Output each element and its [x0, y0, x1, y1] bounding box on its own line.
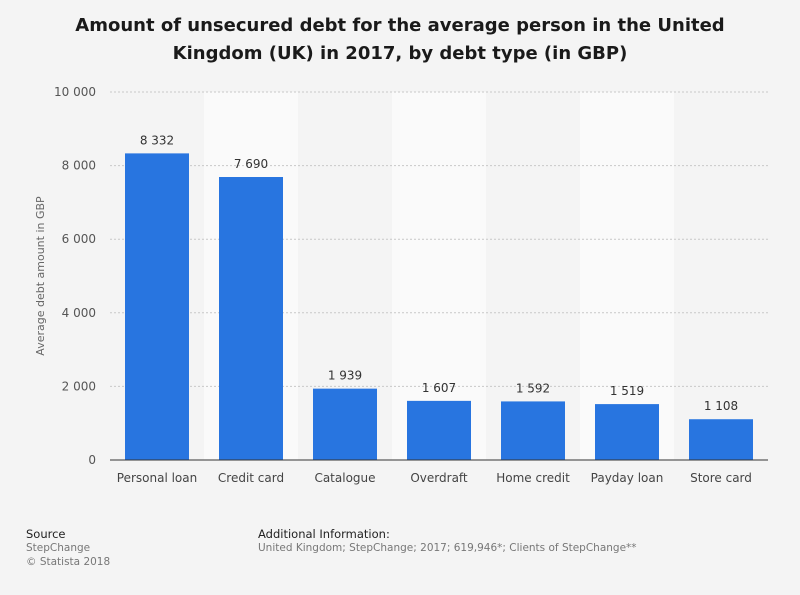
value-labels: 8 332 7 690 1 939 1 607 1 592 1 519 1 108 — [140, 133, 738, 413]
x-tick-label: Store card — [690, 471, 752, 485]
additional-info-text: United Kingdom; StepChange; 2017; 619,94… — [258, 542, 637, 554]
y-axis-label: Average debt amount in GBP — [34, 196, 47, 356]
bar-chart: 0 2 000 4 000 6 000 8 000 10 000 8 332 7 690 1 … — [34, 85, 768, 485]
y-tick-label: 10 000 — [54, 85, 96, 99]
category-band — [580, 92, 674, 460]
additional-info-block: Additional Information: United Kingdom; … — [258, 527, 637, 555]
bar[interactable] — [313, 388, 377, 460]
x-tick-label: Credit card — [218, 471, 284, 485]
x-tick-labels: Personal loan Credit card Catalogue Overdra… — [117, 471, 752, 485]
y-tick-label: 4 000 — [62, 306, 96, 320]
bar[interactable] — [407, 400, 471, 460]
copyright: © Statista 2018 — [26, 556, 111, 568]
chart-title: Amount of unsecured debt for the average… — [75, 15, 725, 64]
bar[interactable] — [125, 153, 189, 461]
bar[interactable] — [501, 401, 565, 460]
value-label: 1 592 — [516, 381, 550, 395]
y-tick-labels: 0 2 000 4 000 6 000 8 000 10 000 — [54, 85, 96, 467]
source-title: Source — [26, 527, 66, 541]
bar[interactable] — [219, 177, 283, 460]
x-tick-label: Payday loan — [591, 471, 664, 485]
x-tick-label: Personal loan — [117, 471, 197, 485]
source-link[interactable]: StepChange — [26, 542, 91, 554]
value-label: 1 519 — [610, 384, 644, 398]
value-label: 1 108 — [704, 399, 738, 413]
x-tick-label: Home credit — [496, 471, 570, 485]
bars — [125, 153, 753, 461]
bar[interactable] — [595, 404, 659, 460]
y-tick-label: 2 000 — [62, 379, 96, 393]
y-tick-label: 6 000 — [62, 232, 96, 246]
additional-info-title: Additional Information: — [258, 527, 390, 541]
source-block: Source StepChange © Statista 2018 — [26, 527, 110, 569]
x-tick-label: Overdraft — [410, 471, 468, 485]
x-tick-label: Catalogue — [314, 471, 375, 485]
bar[interactable] — [689, 419, 753, 460]
category-band — [392, 92, 486, 460]
value-label: 8 332 — [140, 133, 174, 147]
value-label: 1 607 — [422, 381, 456, 395]
value-label: 7 690 — [234, 157, 268, 171]
y-tick-label: 8 000 — [62, 159, 96, 173]
value-label: 1 939 — [328, 369, 362, 383]
y-tick-label: 0 — [88, 453, 96, 467]
